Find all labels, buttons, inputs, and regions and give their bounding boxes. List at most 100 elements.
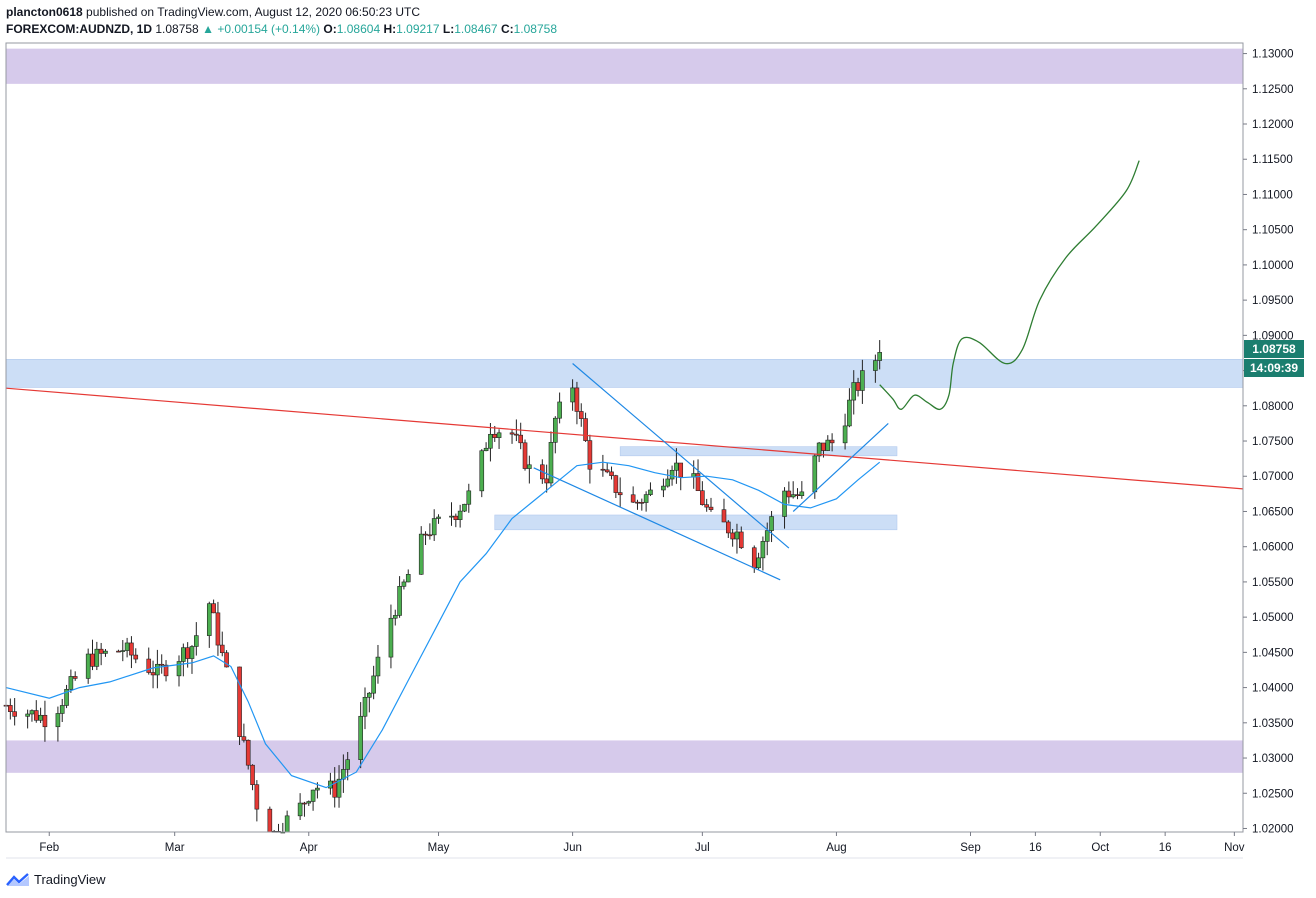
candle-body xyxy=(449,515,454,518)
candle-body xyxy=(181,647,186,662)
candle-body xyxy=(436,516,441,519)
symbol-label[interactable]: FOREXCOM:AUDNZD, 1D xyxy=(6,22,152,36)
candle-body xyxy=(59,705,65,714)
time-axis[interactable]: Feb Mar Apr May Jun Jul Aug Sep 16 Oct 16 Nov xyxy=(39,832,1245,854)
candle-body xyxy=(527,464,532,469)
candle-body xyxy=(829,439,835,444)
candle-body xyxy=(163,664,169,677)
candle-body xyxy=(388,617,394,658)
candle-body xyxy=(453,515,459,520)
y-tick-label: 1.12500 xyxy=(1252,84,1294,96)
candle-body xyxy=(756,557,761,569)
candle-body xyxy=(423,533,428,536)
candle-body xyxy=(678,462,684,478)
y-tick-label: 1.09500 xyxy=(1252,295,1294,307)
y-tick-label: 1.04000 xyxy=(1252,683,1294,695)
last-price-badge-text: 1.08758 xyxy=(1252,342,1296,356)
tradingview-brand: TradingView xyxy=(34,872,106,887)
candle-body xyxy=(124,642,130,651)
candle-body xyxy=(786,490,792,498)
candle-body xyxy=(215,612,221,646)
candle-body xyxy=(730,532,735,540)
x-tick-label: 16 xyxy=(1029,842,1042,854)
candle-body xyxy=(518,434,523,444)
candle-body xyxy=(12,711,17,717)
y-tick-label: 1.11500 xyxy=(1252,154,1293,166)
y-tick-label: 1.07000 xyxy=(1252,471,1294,483)
candle-body xyxy=(790,494,796,498)
candle-body xyxy=(751,547,757,569)
candle-body xyxy=(159,663,165,666)
plot-frame xyxy=(5,42,1244,833)
candle-body xyxy=(129,642,134,656)
candle-body xyxy=(851,382,857,401)
support-trendline xyxy=(792,422,889,512)
x-tick-label: Jun xyxy=(563,842,582,854)
y-tick-label: 1.03500 xyxy=(1252,718,1294,730)
candle-body xyxy=(630,494,636,503)
author-name[interactable]: plancton0618 xyxy=(6,5,83,19)
y-tick-label: 1.08000 xyxy=(1252,401,1294,413)
red-trendline xyxy=(5,387,1244,490)
candle-body xyxy=(98,648,104,654)
candle-body xyxy=(583,418,588,441)
candle-body xyxy=(176,661,182,677)
candle-body xyxy=(33,710,39,721)
candle-body xyxy=(211,603,216,614)
candle-body xyxy=(700,490,705,505)
zone-blue-2 xyxy=(5,359,1244,388)
candle-body xyxy=(336,778,342,798)
open-value: 1.08604 xyxy=(336,22,381,36)
close-label: C: xyxy=(500,22,514,36)
candle-body xyxy=(661,485,666,491)
candle-body xyxy=(155,663,160,676)
tradingview-footer[interactable]: TradingView xyxy=(6,872,106,887)
symbol-info-line: FOREXCOM:AUDNZD, 1D 1.08758 ▲ +0.00154 (… xyxy=(6,22,557,36)
candle-body xyxy=(405,574,411,583)
x-tick-label: Sep xyxy=(960,842,980,854)
published-text: published on TradingView.com, August 12,… xyxy=(86,5,421,19)
candle-body xyxy=(42,714,48,728)
zone-blue-3 xyxy=(619,446,898,457)
candle-body xyxy=(241,736,247,741)
candle-body xyxy=(479,450,485,492)
candle-body xyxy=(544,478,549,484)
candle-body xyxy=(721,509,727,523)
candle-body xyxy=(306,801,312,804)
x-tick-label: Nov xyxy=(1224,842,1245,854)
candle-body xyxy=(133,654,139,660)
y-tick-label: 1.06000 xyxy=(1252,542,1294,554)
candle-body xyxy=(267,808,273,833)
moving-average-line xyxy=(5,461,881,789)
candle-body xyxy=(877,352,882,361)
candle-body xyxy=(94,648,100,667)
candle-body xyxy=(250,764,255,785)
candle-body xyxy=(345,759,350,770)
candle-body xyxy=(708,506,714,510)
candle-body xyxy=(302,802,307,805)
zone-purple-1 xyxy=(6,740,1243,773)
candle-body xyxy=(90,653,95,667)
close-value: 1.08758 xyxy=(513,22,558,36)
tradingview-logo-icon xyxy=(6,872,29,886)
zone-layer xyxy=(5,48,1244,773)
candle-body xyxy=(401,581,407,587)
price-badges: 1.08758 14:09:39 xyxy=(1244,340,1304,377)
x-tick-label: Oct xyxy=(1091,842,1110,854)
candle-body xyxy=(648,489,653,495)
candle-body xyxy=(860,370,865,391)
price-axis[interactable]: 1.13000 1.12500 1.12000 1.11500 1.11000 1.105… xyxy=(1243,49,1294,836)
candle-body xyxy=(704,504,709,508)
candle-body xyxy=(799,491,805,496)
candle-body xyxy=(64,688,69,706)
candle-body xyxy=(206,603,212,636)
y-tick-label: 1.10500 xyxy=(1252,225,1294,237)
open-label: O: xyxy=(323,22,337,36)
last-price: 1.08758 xyxy=(155,22,199,36)
y-tick-label: 1.11000 xyxy=(1252,189,1293,201)
wedge-lower-line xyxy=(533,467,781,581)
candle-body xyxy=(332,780,338,798)
candle-body xyxy=(150,672,156,676)
candle-body xyxy=(68,676,74,690)
